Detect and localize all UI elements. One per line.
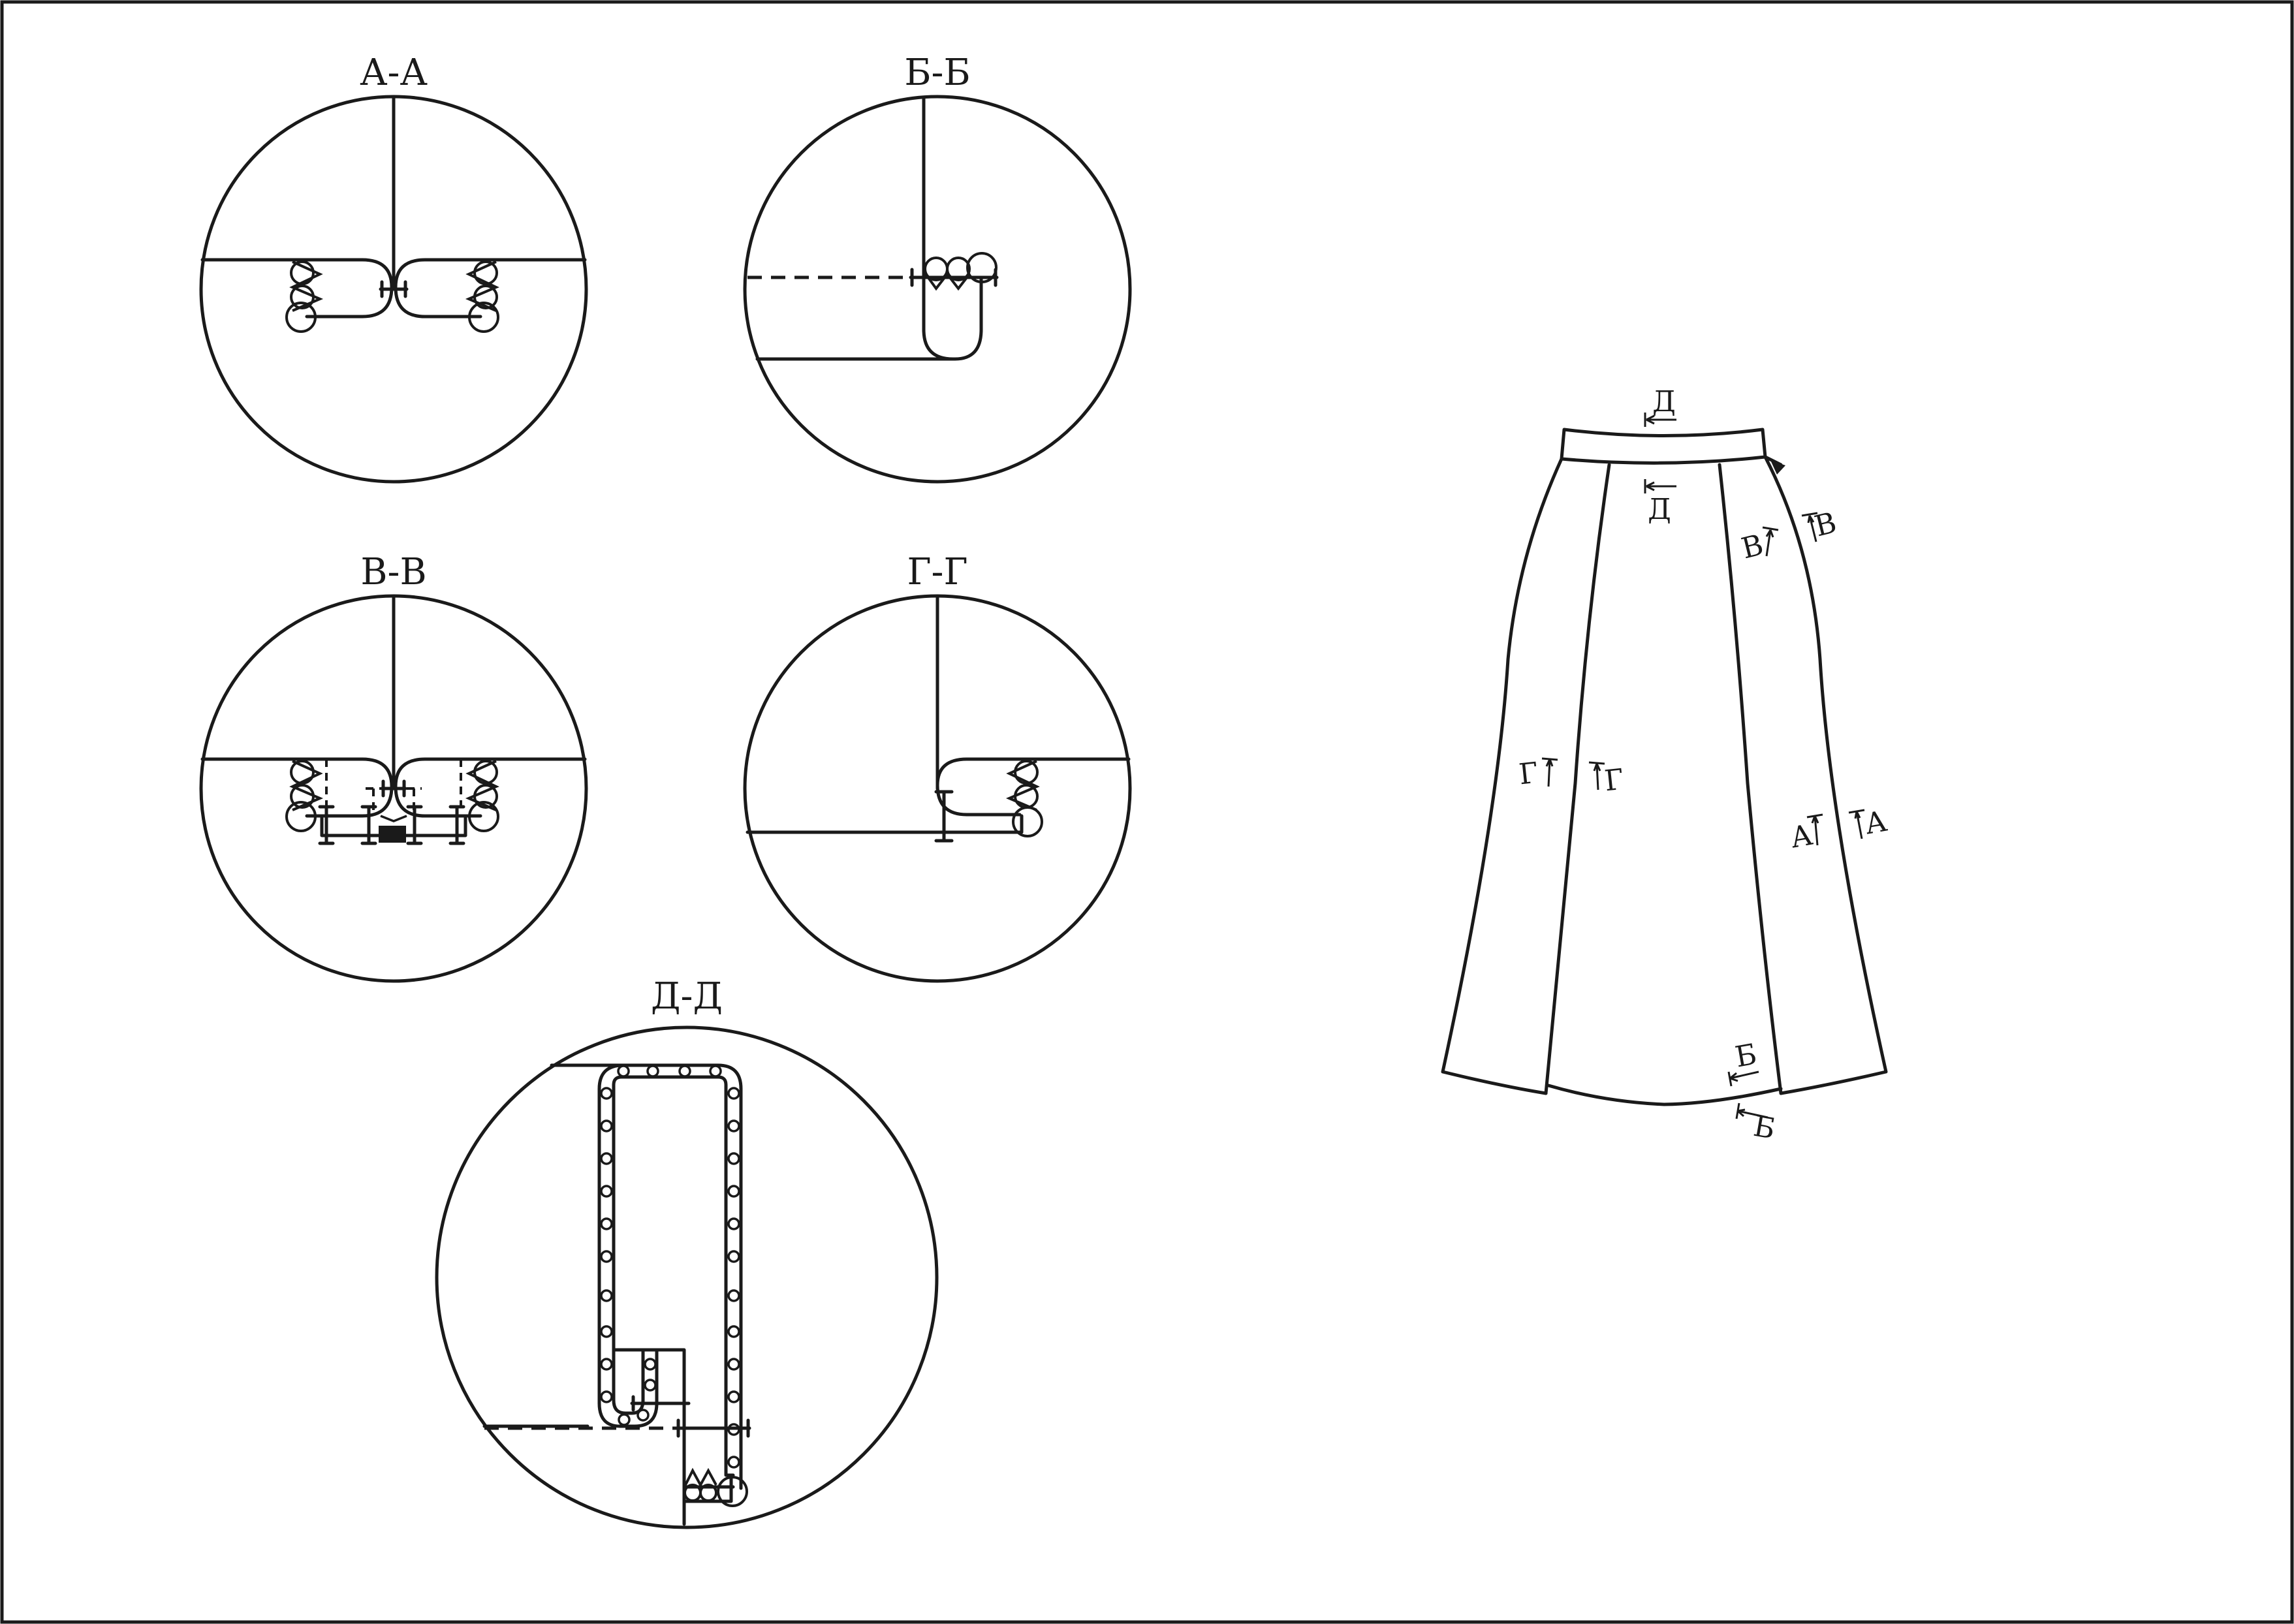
section-vv-bartack bbox=[380, 779, 407, 798]
section-gg-bartack bbox=[934, 790, 954, 843]
section-dd-waistband-outer bbox=[550, 1063, 686, 1526]
section-aa-right-stitch bbox=[465, 260, 499, 333]
section-dd-bartack-b bbox=[675, 1418, 751, 1438]
skirt-outline-left bbox=[1441, 457, 1563, 1095]
section-dd: Д-Д bbox=[435, 975, 939, 1529]
section-gg-fold bbox=[935, 757, 1131, 817]
section-vv-label-block bbox=[379, 826, 406, 843]
mark-g-right-label: Г bbox=[1603, 763, 1625, 798]
section-dd-bottom-stitch bbox=[683, 1467, 748, 1507]
section-vv-bartacks-bottom bbox=[318, 805, 465, 845]
section-gg-title: Г-Г bbox=[907, 551, 967, 593]
mark-d: Д Д bbox=[1644, 385, 1676, 526]
skirt-tab-arrow bbox=[1770, 460, 1785, 475]
section-aa-right-fold bbox=[394, 258, 587, 319]
section-gg-bottom-line bbox=[746, 814, 1024, 834]
section-aa-left-fold bbox=[200, 258, 394, 319]
section-bb: Б-Б bbox=[743, 52, 1132, 484]
section-bb-circle bbox=[743, 95, 1132, 484]
mark-g: Г Г bbox=[1517, 757, 1625, 798]
section-vv-left-fold bbox=[200, 757, 394, 818]
section-dd-lower-lines bbox=[682, 1473, 735, 1503]
section-bb-title: Б-Б bbox=[904, 52, 970, 94]
mark-d-top-label: Д bbox=[1652, 385, 1676, 418]
section-dd-waistband-inner bbox=[612, 1075, 735, 1477]
section-aa-bartack bbox=[379, 280, 409, 298]
skirt-panel-seam-left bbox=[1544, 463, 1611, 1095]
section-bb-stitch bbox=[924, 252, 998, 291]
section-vv-right-stitch bbox=[465, 760, 499, 832]
skirt-drawing: Д Д В В Г Г А А Б Б bbox=[1441, 385, 1889, 1146]
section-gg: Г-Г bbox=[743, 551, 1132, 983]
section-dd-title: Д-Д bbox=[651, 975, 723, 1018]
mark-d-bottom-label: Д bbox=[1648, 493, 1671, 526]
skirt-panel-seam-right bbox=[1718, 463, 1783, 1095]
section-dd-fold-small bbox=[612, 1348, 659, 1405]
skirt-outline-right bbox=[1763, 455, 1888, 1095]
section-gg-stitch bbox=[1005, 760, 1043, 837]
section-aa: А-А bbox=[199, 52, 588, 484]
section-aa-title: А-А bbox=[360, 52, 428, 94]
section-dd-topstitch-dots bbox=[600, 1065, 740, 1469]
section-aa-left-stitch bbox=[285, 260, 324, 333]
section-dd-inner-left bbox=[612, 1083, 645, 1415]
section-dd-waistband-outer-right bbox=[621, 1063, 743, 1490]
section-vv-left-stitch bbox=[285, 760, 324, 832]
section-vv-chevron bbox=[380, 815, 407, 822]
skirt-hem-center bbox=[1547, 1084, 1783, 1106]
section-dd-bartack-a bbox=[630, 1395, 691, 1412]
mark-g-left-label: Г bbox=[1517, 757, 1539, 792]
section-vv: В-В bbox=[199, 551, 588, 983]
section-dd-circle bbox=[435, 1025, 939, 1529]
section-vv-title: В-В bbox=[360, 551, 426, 593]
